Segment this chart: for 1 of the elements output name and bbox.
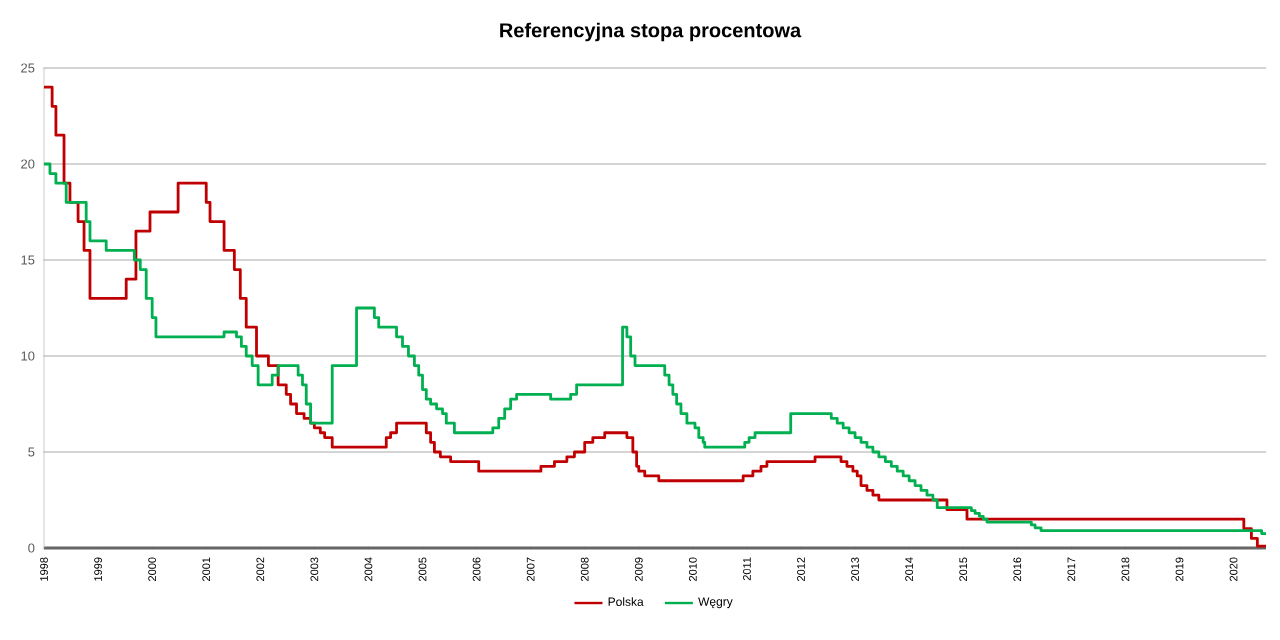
chart-title: Referencyjna stopa procentowa [500,22,802,42]
